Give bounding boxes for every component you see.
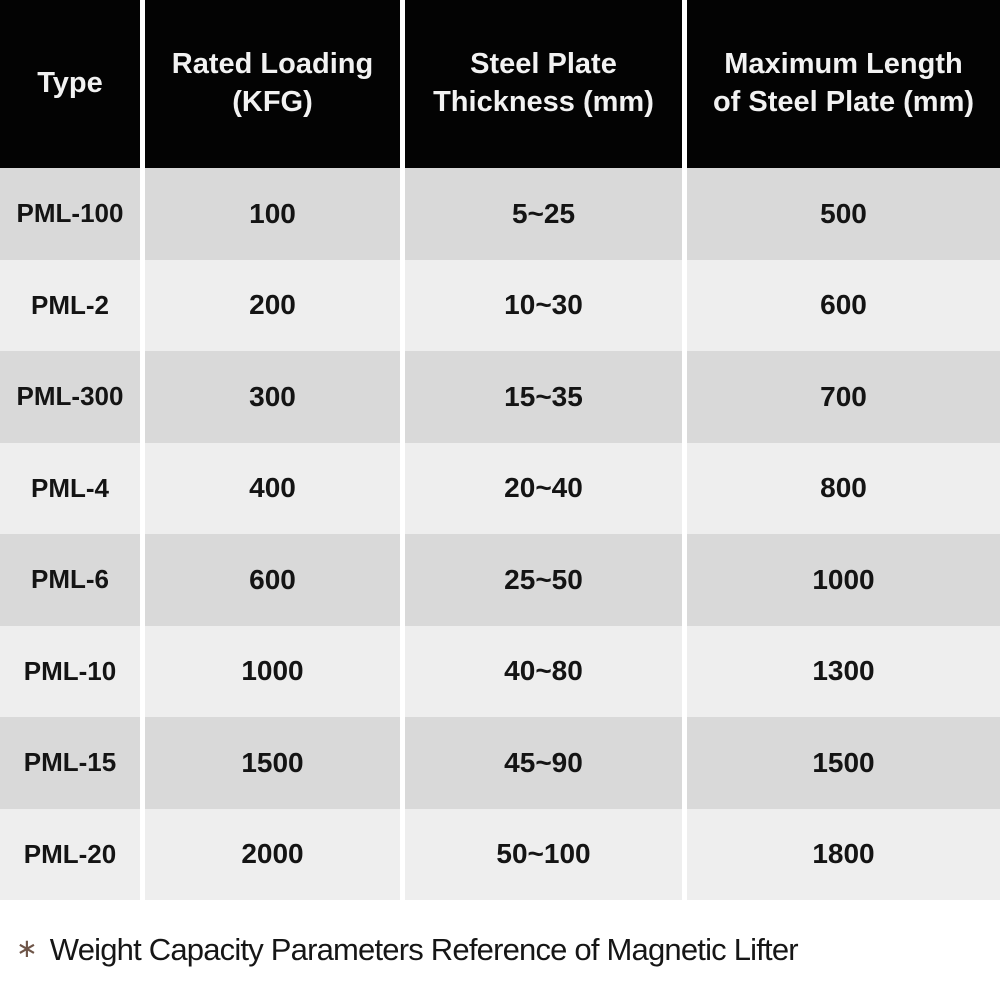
header-cell-max-length: Maximum Length of Steel Plate (mm) [687, 0, 1000, 168]
cell-rated-loading: 1500 [145, 717, 400, 809]
cell-type: PML-15 [0, 717, 140, 809]
cell-thickness: 40~80 [405, 625, 682, 717]
cell-thickness: 20~40 [405, 442, 682, 534]
magnetic-lifter-spec-table: Type Rated Loading (KFG) Steel Plate Thi… [0, 0, 1000, 900]
cell-max-length: 800 [687, 442, 1000, 534]
header-cell-thickness: Steel Plate Thickness (mm) [405, 0, 682, 168]
cell-type: PML-6 [0, 534, 140, 626]
cell-thickness: 45~90 [405, 717, 682, 809]
cell-thickness: 50~100 [405, 808, 682, 900]
cell-max-length: 1500 [687, 717, 1000, 809]
cell-type: PML-100 [0, 168, 140, 260]
cell-rated-loading: 200 [145, 259, 400, 351]
cell-type: PML-300 [0, 351, 140, 443]
cell-max-length: 1300 [687, 625, 1000, 717]
cell-type: PML-4 [0, 442, 140, 534]
header-cell-rated-loading: Rated Loading (KFG) [145, 0, 400, 168]
cell-thickness: 25~50 [405, 534, 682, 626]
cell-rated-loading: 100 [145, 168, 400, 260]
cell-rated-loading: 400 [145, 442, 400, 534]
footnote-text: Weight Capacity Parameters Reference of … [49, 932, 799, 967]
cell-max-length: 700 [687, 351, 1000, 443]
cell-type: PML-2 [0, 259, 140, 351]
cell-rated-loading: 600 [145, 534, 400, 626]
footnote: ∗ Weight Capacity Parameters Reference o… [0, 900, 1000, 1000]
cell-thickness: 5~25 [405, 168, 682, 260]
cell-rated-loading: 300 [145, 351, 400, 443]
cell-rated-loading: 1000 [145, 625, 400, 717]
cell-max-length: 600 [687, 259, 1000, 351]
cell-thickness: 15~35 [405, 351, 682, 443]
cell-max-length: 500 [687, 168, 1000, 260]
cell-type: PML-20 [0, 808, 140, 900]
cell-rated-loading: 2000 [145, 808, 400, 900]
cell-thickness: 10~30 [405, 259, 682, 351]
header-cell-type: Type [0, 0, 140, 168]
asterisk-icon: ∗ [16, 933, 38, 963]
cell-max-length: 1800 [687, 808, 1000, 900]
cell-max-length: 1000 [687, 534, 1000, 626]
cell-type: PML-10 [0, 625, 140, 717]
